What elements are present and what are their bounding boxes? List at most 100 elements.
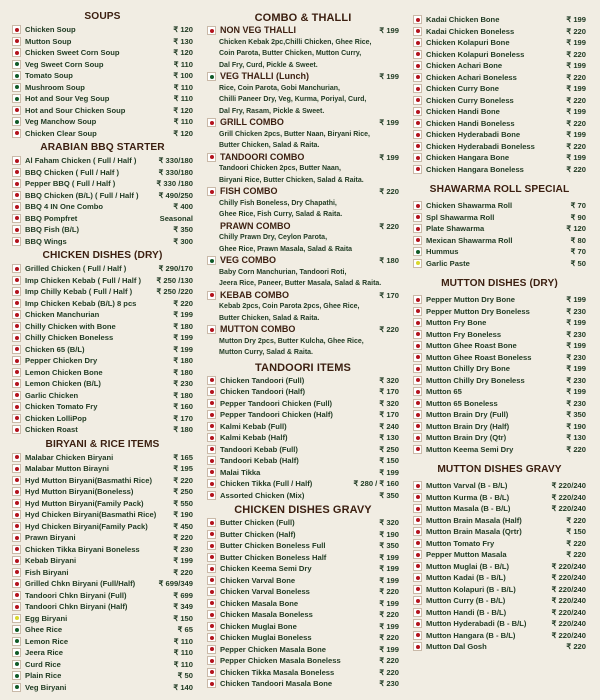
item-price: ₹ 230	[566, 398, 586, 408]
menu-item: Pepper Chicken Dry ₹ 180	[12, 355, 193, 367]
item-price: ₹ 220/240	[551, 561, 586, 571]
menu-item: Mushroom Soup ₹ 110	[12, 82, 193, 94]
item-price: ₹ 220/240	[551, 481, 586, 490]
item-price: ₹ 50	[570, 258, 586, 268]
item-name: Chilly Chicken Boneless	[25, 333, 114, 342]
non-veg-indicator-icon	[12, 202, 21, 212]
item-name: Chicken Tandoori (Half)	[220, 387, 306, 396]
item-price: ₹ 230	[173, 544, 193, 554]
item-name: Mutton Brain Masala (Half)	[426, 515, 522, 525]
non-veg-indicator-icon	[413, 550, 422, 560]
menu-item: Chicken Tandoori Masala Bone ₹ 230	[207, 678, 399, 690]
item-name: Lemon Rice	[25, 636, 69, 646]
non-veg-indicator-icon	[207, 552, 216, 562]
section-title-mutton-dishes-dry: MUTTON DISHES (DRY)	[441, 278, 558, 289]
menu-item: Pepper Tandoori Chicken (Full) ₹ 320	[207, 398, 399, 410]
section-title-arabian-bbq-starter: ARABIAN BBQ STARTER	[40, 142, 165, 153]
non-veg-indicator-icon	[413, 212, 422, 222]
menu-item: Kalmi Kebab (Full) ₹ 240	[207, 421, 399, 433]
item-name: Malabar Mutton Birayni	[25, 464, 109, 473]
item-name: Chicken Tomato Fry	[25, 402, 98, 411]
item-price: ₹ 220	[173, 567, 193, 577]
non-veg-indicator-icon	[413, 596, 422, 606]
menu-item: Garlic Chicken ₹ 180	[12, 390, 193, 402]
menu-item: Hyd Chicken Biryani(Family Pack) ₹ 450	[12, 521, 193, 533]
menu-item: Chicken Tomato Fry ₹ 160	[12, 401, 193, 413]
non-veg-indicator-icon	[12, 533, 21, 543]
non-veg-indicator-icon	[12, 190, 21, 200]
item-name: Chicken Varval Boneless	[220, 587, 310, 596]
menu-item: Chicken Varval Bone ₹ 199	[207, 575, 399, 587]
item-name: Imp Chilly Kebab ( Full / Half )	[25, 287, 133, 296]
item-price: ₹ 230	[566, 375, 586, 385]
item-price: ₹ 550	[173, 498, 193, 508]
menu-item: Mutton Brain Dry (Full) ₹ 350	[413, 409, 586, 421]
item-name: Chicken Curry Boneless	[426, 95, 514, 105]
item-price: ₹ 50	[177, 671, 193, 680]
item-name: Chicken Achari Bone	[426, 61, 503, 70]
item-price: ₹ 350	[173, 225, 193, 234]
veg-indicator-icon	[12, 59, 21, 69]
veg-indicator-icon	[12, 636, 21, 646]
menu-item: Hyd Mutton Biryani(Boneless) ₹ 250	[12, 486, 193, 498]
item-name: Chicken Hangara Boneless	[426, 164, 524, 174]
item-name: Mutton Ghee Roast Boneless	[426, 352, 532, 362]
menu-item: Plate Shawarma ₹ 120	[413, 223, 586, 235]
item-price: ₹ 230	[566, 329, 586, 339]
non-veg-indicator-icon	[413, 26, 422, 36]
item-name: Mutton Brain Dry (Half)	[426, 421, 510, 431]
non-veg-indicator-icon	[413, 38, 422, 48]
non-veg-indicator-icon	[413, 619, 422, 629]
menu-column-right: Kadai Chicken Bone ₹ 199 Kadai Chicken Bon…	[413, 14, 586, 653]
non-veg-indicator-icon	[413, 235, 422, 245]
menu-item: Hyd Chicken Biryani(Basmathi Rice) ₹ 190	[12, 509, 193, 521]
menu-column-left: SOUPS Chicken Soup ₹ 120 Mutton Soup ₹ 130 Ch…	[12, 8, 193, 693]
menu-item: Chilly Chicken Boneless ₹ 199	[12, 332, 193, 344]
item-price: ₹ 65	[177, 625, 193, 634]
item-name: Mutton Muglai (B - B/L)	[426, 561, 510, 571]
menu-item: Chicken Masala Bone ₹ 199	[207, 598, 399, 610]
veg-indicator-icon	[12, 117, 21, 127]
non-veg-indicator-icon	[12, 602, 21, 612]
menu-item: Mutton Dal Gosh ₹ 220	[413, 641, 586, 653]
item-price: ₹ 199	[566, 61, 586, 70]
menu-item: Chicken Kolapuri Bone ₹ 199	[413, 37, 586, 49]
item-description: Ghee Rice, Fish Curry, Salad & Raita.	[219, 211, 343, 218]
item-description: Dal Fry, Curd, Pickle & Sweet.	[219, 61, 318, 69]
non-veg-indicator-icon	[12, 287, 21, 297]
non-veg-indicator-icon	[413, 515, 422, 525]
item-name: Hyd Mutton Biryani(Boneless)	[25, 487, 134, 496]
item-name: BBQ 4 IN One Combo	[25, 202, 104, 211]
menu-item: Hyd Mutton Biryani(Basmathi Rice) ₹ 220	[12, 475, 193, 487]
item-price: ₹ 220	[566, 550, 586, 559]
non-veg-indicator-icon	[12, 367, 21, 377]
menu-item: Hot and Sour Chicken Soup ₹ 120	[12, 105, 193, 117]
menu-item: Imp Chilly Kebab ( Full / Half ) ₹ 250 /2…	[12, 286, 193, 298]
non-veg-indicator-icon	[413, 318, 422, 328]
menu-item: Hot and Sour Veg Soup ₹ 110	[12, 93, 193, 105]
item-name: Spl Shawarma Roll	[426, 212, 495, 222]
non-veg-indicator-icon	[12, 567, 21, 577]
non-veg-indicator-icon	[413, 164, 422, 174]
item-price: ₹ 220	[379, 610, 399, 619]
item-price: ₹ 110	[173, 82, 193, 92]
item-name: Ghee Rice	[25, 625, 63, 634]
menu-item: Mutton Hyderabadi (B - B/L) ₹ 220/240	[413, 618, 586, 630]
menu-item: Spl Shawarma Roll ₹ 90	[413, 212, 586, 224]
non-veg-indicator-icon	[413, 61, 422, 71]
non-veg-indicator-icon	[413, 421, 422, 431]
menu-item: Kalmi Kebab (Half) ₹ 130	[207, 432, 399, 444]
non-veg-indicator-icon	[207, 587, 216, 597]
menu-item: Chicken Handi Bone ₹ 199	[413, 106, 586, 118]
menu-item: Chicken Soup ₹ 120	[12, 24, 193, 36]
item-price: ₹ 220/240	[551, 607, 586, 617]
menu-item: Mutton Chilly Dry Bone ₹ 199	[413, 363, 586, 375]
section-title-mutton-dishes-gravy: MUTTON DISHES GRAVY	[437, 464, 562, 475]
item-name: Assorted Chicken (Mix)	[220, 490, 305, 500]
non-veg-indicator-icon	[413, 375, 422, 385]
section-title-shawarma-roll-special: SHAWARMA ROLL SPECIAL	[429, 184, 570, 195]
menu-item: Lemon Chicken Bone ₹ 180	[12, 367, 193, 379]
item-price: ₹ 170	[379, 410, 399, 419]
item-price: ₹ 450	[173, 521, 193, 531]
item-price: ₹ 220	[379, 656, 399, 665]
